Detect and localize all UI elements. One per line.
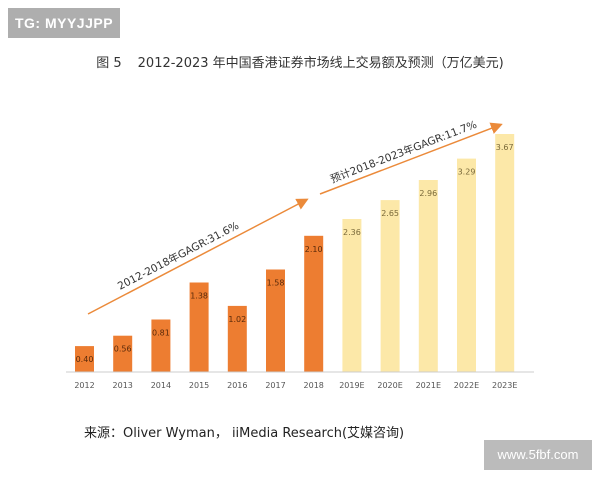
annotation-forecast-cagr: 预计2018-2023年GAGR:11.7% — [328, 118, 478, 186]
bar-value-label: 1.02 — [228, 315, 246, 324]
bar-value-label: 2.65 — [381, 209, 399, 218]
bar-value-label: 0.40 — [76, 355, 94, 364]
x-tick-label: 2023E — [492, 381, 517, 390]
bar-value-label: 1.58 — [267, 279, 285, 288]
bar-value-label: 0.56 — [114, 345, 132, 354]
x-tick-label: 2021E — [416, 381, 441, 390]
trend-arrow-forecast — [319, 122, 503, 195]
watermark-top: TG: MYYJJPP — [8, 8, 120, 38]
bar-value-label: 2.96 — [419, 189, 437, 198]
bar-2016 — [227, 305, 247, 372]
x-tick-labels: 2012 2013 2014 2015 2016 2017 2018 2019E 2020E 20… — [74, 381, 517, 390]
source-note: 来源：Oliver Wyman， iiMedia Research(艾媒咨询) — [84, 426, 405, 441]
bar-2023E — [495, 134, 515, 372]
x-tick-label: 2015 — [189, 381, 209, 390]
trend-arrow-actual — [87, 198, 309, 315]
x-tick-label: 2016 — [227, 381, 247, 390]
x-tick-label: 2014 — [151, 381, 171, 390]
x-tick-label: 2020E — [377, 381, 402, 390]
chart-title: 2012-2023 年中国香港证券市场线上交易额及预测（万亿美元) — [137, 56, 504, 71]
bar-value-label: 1.38 — [190, 292, 208, 301]
bar-value-label: 3.29 — [458, 168, 476, 177]
x-tick-label: 2019E — [339, 381, 364, 390]
watermark-bottom: www.5fbf.com — [484, 440, 592, 470]
bar-2014 — [151, 319, 171, 372]
bar-2013 — [113, 335, 133, 372]
bar-2018 — [304, 235, 324, 372]
x-tick-label: 2018 — [304, 381, 324, 390]
figure-number: 图 5 — [96, 56, 122, 71]
bar-value-label: 2.10 — [305, 245, 323, 254]
bar-2015 — [189, 282, 209, 372]
bar-value-label: 0.81 — [152, 329, 170, 338]
bars-group: 0.40 0.56 0.81 1.38 1.02 1.58 2.10 2.36 2.65 2.96… — [75, 134, 515, 372]
chart-title-row: 图 5 2012-2023 年中国香港证券市场线上交易额及预测（万亿美元) — [0, 52, 600, 71]
x-tick-label: 2022E — [454, 381, 479, 390]
bar-2019E — [342, 219, 362, 372]
bar-value-label: 2.36 — [343, 228, 361, 237]
x-tick-label: 2013 — [113, 381, 133, 390]
bar-2020E — [380, 200, 400, 372]
bar-2017 — [266, 269, 285, 372]
annotation-actual-cagr: 2012-2018年GAGR:31.6% — [115, 219, 241, 293]
bar-2012 — [75, 346, 94, 372]
bar-value-label: 3.67 — [496, 143, 514, 152]
bar-2021E — [418, 180, 438, 372]
x-tick-label: 2012 — [74, 381, 94, 390]
bar-2022E — [457, 158, 476, 372]
x-tick-label: 2017 — [265, 381, 285, 390]
